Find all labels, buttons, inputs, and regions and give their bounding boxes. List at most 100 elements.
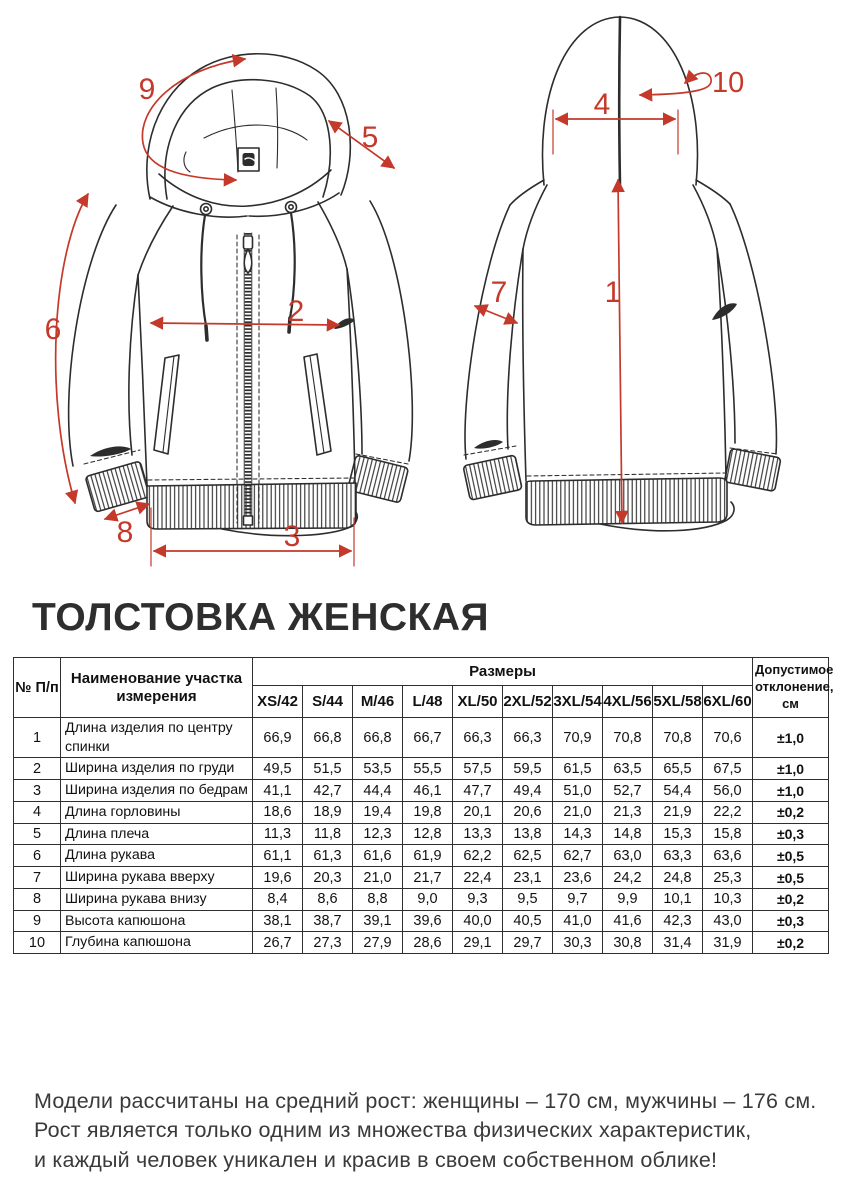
measurement-value: 31,4 — [652, 931, 703, 955]
measurement-value: 62,7 — [552, 844, 603, 868]
measurement-value: 63,5 — [602, 757, 653, 781]
measurement-value: 26,7 — [252, 931, 303, 955]
measurement-value: 20,6 — [502, 800, 553, 824]
tolerance-value: ±0,5 — [752, 844, 830, 868]
measurement-value: 23,1 — [502, 866, 553, 889]
measurement-value: 30,3 — [552, 931, 603, 955]
tolerance-value: ±0,3 — [752, 822, 830, 846]
measurement-value: 41,6 — [602, 909, 653, 933]
measurement-value: 66,8 — [302, 716, 353, 759]
measurement-value: 19,6 — [252, 866, 303, 889]
dimension-1-back-length: 1 — [605, 178, 629, 525]
tolerance-value: ±1,0 — [752, 716, 830, 759]
measurement-value: 62,5 — [502, 844, 553, 868]
size-column-header: S/44 — [302, 685, 353, 718]
drawstring-eyelet — [199, 202, 213, 216]
measurement-name: Длина плеча — [60, 822, 253, 846]
drawstring-cord — [288, 211, 296, 320]
measurement-value: 61,1 — [252, 844, 303, 868]
row-number: 8 — [13, 887, 61, 911]
measurement-value: 18,6 — [252, 800, 303, 824]
tolerance-value: ±1,0 — [752, 779, 830, 802]
dimension-label: 5 — [362, 121, 379, 154]
measurement-value: 43,0 — [701, 909, 754, 933]
size-table-header: № П/п Наименование участка измерения Раз… — [13, 657, 833, 718]
measurement-value: 21,0 — [552, 800, 603, 824]
back-left-sleeve — [462, 179, 545, 501]
measurement-value: 66,3 — [452, 716, 503, 759]
footer-line: и каждый человек уникален и красив в сво… — [34, 1147, 718, 1172]
measurement-name: Ширина рукава вверху — [60, 866, 253, 889]
measurement-name: Ширина рукава внизу — [60, 887, 253, 911]
measurement-value: 30,8 — [602, 931, 653, 955]
dimension-label: 9 — [139, 73, 156, 106]
dimension-label: 3 — [284, 520, 301, 553]
dimension-10-hood-depth: 10 — [638, 67, 744, 102]
measurement-value: 14,8 — [602, 822, 653, 846]
measurement-value: 66,7 — [402, 716, 453, 759]
measurement-value: 9,0 — [402, 887, 453, 911]
measurement-value: 25,3 — [701, 866, 754, 889]
row-number: 1 — [13, 716, 61, 759]
measurement-value: 61,5 — [552, 757, 603, 781]
front-left-cuff — [85, 461, 151, 513]
measurement-value: 9,3 — [452, 887, 503, 911]
table-row: 6 Длина рукава 61,1 61,3 61,6 61,9 62,2 62,5 6… — [13, 844, 830, 868]
dimension-5-shoulder-length: 5 — [327, 120, 396, 169]
table-row: 4 Длина горловины 18,6 18,9 19,4 19,8 20,1 20… — [13, 800, 830, 824]
measurement-value: 51,5 — [302, 757, 353, 781]
dimension-2-chest-width: 2 — [149, 295, 341, 332]
measurement-value: 52,7 — [602, 779, 653, 802]
size-column-header: 2XL/52 — [502, 685, 553, 718]
footer-note: Модели рассчитаны на средний рост: женщи… — [34, 1087, 841, 1175]
front-left-sleeve — [67, 204, 151, 513]
measurement-value: 53,5 — [352, 757, 403, 781]
measurement-value: 55,5 — [402, 757, 453, 781]
back-body — [521, 184, 735, 532]
measurement-value: 46,1 — [402, 779, 453, 802]
measurement-value: 9,9 — [602, 887, 653, 911]
measurement-value: 13,3 — [452, 822, 503, 846]
back-left-cuff — [462, 454, 523, 501]
front-hood — [146, 52, 352, 342]
measurement-value: 11,8 — [302, 822, 353, 846]
dimension-label: 4 — [594, 88, 611, 121]
measurement-value: 38,7 — [302, 909, 353, 933]
measurement-value: 21,7 — [402, 866, 453, 889]
size-column-header: M/46 — [352, 685, 403, 718]
measurement-value: 21,0 — [352, 866, 403, 889]
measurement-value: 20,3 — [302, 866, 353, 889]
column-header-tolerance: Допустимое отклонение, см — [752, 657, 833, 718]
measurement-value: 8,8 — [352, 887, 403, 911]
measurement-value: 61,9 — [402, 844, 453, 868]
measurement-value: 19,8 — [402, 800, 453, 824]
dimension-label: 6 — [45, 313, 62, 346]
measurement-value: 22,4 — [452, 866, 503, 889]
tolerance-value: ±0,2 — [752, 887, 830, 911]
measurement-value: 28,6 — [402, 931, 453, 955]
measurement-value: 66,9 — [252, 716, 303, 759]
row-number: 10 — [13, 931, 61, 955]
measurement-value: 70,6 — [701, 716, 754, 759]
tolerance-value: ±0,2 — [752, 800, 830, 824]
measurement-value: 15,8 — [701, 822, 754, 846]
back-hem-ribbing — [525, 477, 728, 526]
size-column-header: 6XL/60 — [701, 685, 754, 718]
measurement-value: 70,8 — [652, 716, 703, 759]
measurement-value: 12,3 — [352, 822, 403, 846]
measurement-value: 66,3 — [502, 716, 553, 759]
table-row: 7 Ширина рукава вверху 19,6 20,3 21,0 21,7 2… — [13, 866, 830, 889]
measurement-value: 15,3 — [652, 822, 703, 846]
drawstring-cord — [200, 213, 208, 328]
zipper-slider — [242, 235, 254, 250]
measurement-value: 51,0 — [552, 779, 603, 802]
back-right-cuff — [724, 448, 782, 492]
dimension-label: 2 — [288, 295, 305, 328]
size-column-header: 3XL/54 — [552, 685, 603, 718]
column-header-number: № П/п — [13, 657, 61, 718]
measurement-value: 49,5 — [252, 757, 303, 781]
tolerance-value: ±0,3 — [752, 909, 830, 933]
hoodie-back-view: 10 4 1 7 — [462, 15, 782, 532]
measurement-value: 47,7 — [452, 779, 503, 802]
column-header-sizes: Размеры — [251, 657, 754, 686]
